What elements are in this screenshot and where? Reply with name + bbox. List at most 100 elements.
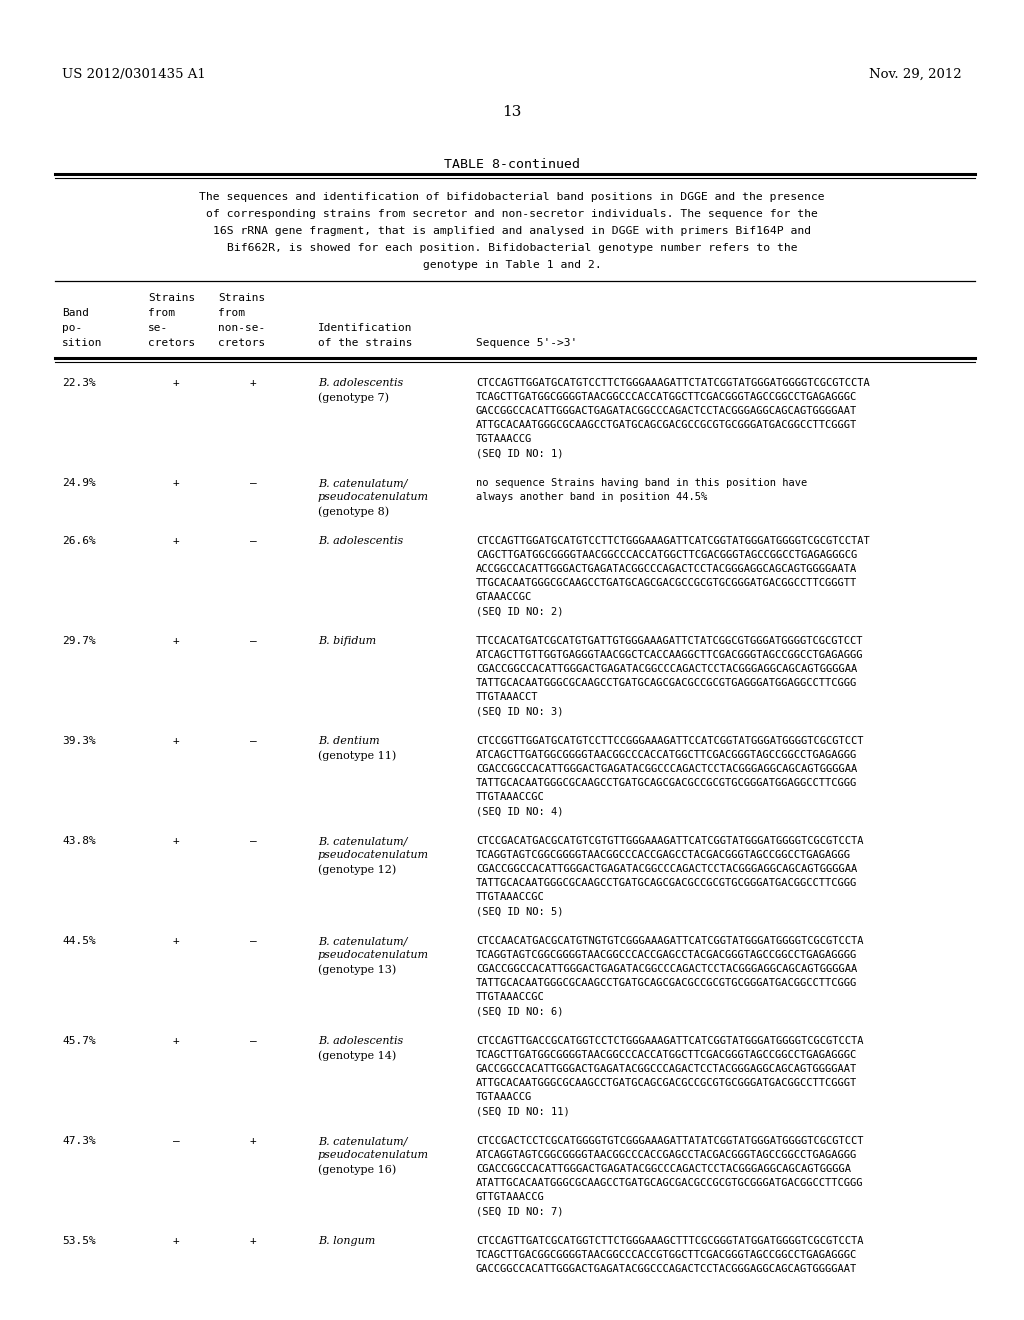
Text: B. longum: B. longum: [318, 1236, 375, 1246]
Text: Strains: Strains: [148, 293, 196, 304]
Text: +: +: [173, 378, 179, 388]
Text: ATCAGGTAGTCGGCGGGGTAACGGCCCACCGAGCCTACGACGGGTAGCCGGCCTGAGAGGG: ATCAGGTAGTCGGCGGGGTAACGGCCCACCGAGCCTACGA…: [476, 1150, 857, 1160]
Text: B. catenulatum/: B. catenulatum/: [318, 1137, 408, 1146]
Text: (SEQ ID NO: 5): (SEQ ID NO: 5): [476, 906, 563, 916]
Text: TATTGCACAATGGGCGCAAGCCTGATGCAGCGACGCCGCGTGCGGGATGGAGGCCTTCGGG: TATTGCACAATGGGCGCAAGCCTGATGCAGCGACGCCGCG…: [476, 777, 857, 788]
Text: (genotype 8): (genotype 8): [318, 506, 389, 516]
Text: (SEQ ID NO: 1): (SEQ ID NO: 1): [476, 447, 563, 458]
Text: cretors: cretors: [218, 338, 265, 348]
Text: CGACCGGCCACATTGGGACTGAGATACGGCCCAGACTCCTACGGGAGGCAGCAGTGGGGAA: CGACCGGCCACATTGGGACTGAGATACGGCCCAGACTCCT…: [476, 664, 857, 675]
Text: Sequence 5'->3': Sequence 5'->3': [476, 338, 578, 348]
Text: 53.5%: 53.5%: [62, 1236, 96, 1246]
Text: ATATTGCACAATGGGCGCAAGCCTGATGCAGCGACGCCGCGTGCGGGATGACGGCCTTCGGG: ATATTGCACAATGGGCGCAAGCCTGATGCAGCGACGCCGC…: [476, 1177, 863, 1188]
Text: –: –: [173, 1137, 179, 1146]
Text: +: +: [173, 836, 179, 846]
Text: (SEQ ID NO: 7): (SEQ ID NO: 7): [476, 1206, 563, 1216]
Text: ATTGCACAATGGGCGCAAGCCTGATGCAGCGACGCCGCGTGCGGGATGACGGCCTTCGGGT: ATTGCACAATGGGCGCAAGCCTGATGCAGCGACGCCGCGT…: [476, 1078, 857, 1088]
Text: 24.9%: 24.9%: [62, 478, 96, 488]
Text: TGTAAACCG: TGTAAACCG: [476, 1092, 532, 1102]
Text: TATTGCACAATGGGCGCAAGCCTGATGCAGCGACGCCGCGTGCGGGATGACGGCCTTCGGG: TATTGCACAATGGGCGCAAGCCTGATGCAGCGACGCCGCG…: [476, 978, 857, 987]
Text: non-se-: non-se-: [218, 323, 265, 333]
Text: pseudocatenulatum: pseudocatenulatum: [318, 492, 429, 502]
Text: Bif662R, is showed for each position. Bifidobacterial genotype number refers to : Bif662R, is showed for each position. Bi…: [226, 243, 798, 253]
Text: (SEQ ID NO: 4): (SEQ ID NO: 4): [476, 807, 563, 816]
Text: B. adolescentis: B. adolescentis: [318, 1036, 403, 1045]
Text: B. adolescentis: B. adolescentis: [318, 536, 403, 546]
Text: (genotype 16): (genotype 16): [318, 1164, 396, 1175]
Text: +: +: [173, 1236, 179, 1246]
Text: no sequence Strains having band in this position have: no sequence Strains having band in this …: [476, 478, 807, 488]
Text: ATTGCACAATGGGCGCAAGCCTGATGCAGCGACGCCGCGTGCGGGATGACGGCCTTCGGGT: ATTGCACAATGGGCGCAAGCCTGATGCAGCGACGCCGCGT…: [476, 420, 857, 430]
Text: CTCCGGTTGGATGCATGTCCTTCCGGGAAAGATTCCATCGGTATGGGATGGGGTCGCGTCCT: CTCCGGTTGGATGCATGTCCTTCCGGGAAAGATTCCATCG…: [476, 737, 863, 746]
Text: (SEQ ID NO: 2): (SEQ ID NO: 2): [476, 606, 563, 616]
Text: –: –: [250, 536, 256, 546]
Text: ATCAGCTTGTTGGTGAGGGTAACGGCTCACCAAGGCTTCGACGGGTAGCCGGCCTGAGAGGG: ATCAGCTTGTTGGTGAGGGTAACGGCTCACCAAGGCTTCG…: [476, 649, 863, 660]
Text: +: +: [173, 1036, 179, 1045]
Text: CTCCAACATGACGCATGTNGTGTCGGGAAAGATTCATCGGTATGGGATGGGGTCGCGTCCTA: CTCCAACATGACGCATGTNGTGTCGGGAAAGATTCATCGG…: [476, 936, 863, 946]
Text: CGACCGGCCACATTGGGACTGAGATACGGCCCAGACTCCTACGGGAGGCAGCAGTGGGGAA: CGACCGGCCACATTGGGACTGAGATACGGCCCAGACTCCT…: [476, 964, 857, 974]
Text: US 2012/0301435 A1: US 2012/0301435 A1: [62, 69, 206, 81]
Text: Band: Band: [62, 308, 89, 318]
Text: (genotype 7): (genotype 7): [318, 392, 389, 403]
Text: TTGCACAATGGGCGCAAGCCTGATGCAGCGACGCCGCGTGCGGGATGACGGCCTTCGGGTT: TTGCACAATGGGCGCAAGCCTGATGCAGCGACGCCGCGTG…: [476, 578, 857, 587]
Text: TCAGGTAGTCGGCGGGGTAACGGCCCACCGAGCCTACGACGGGTAGCCGGCCTGAGAGGGG: TCAGGTAGTCGGCGGGGTAACGGCCCACCGAGCCTACGAC…: [476, 950, 857, 960]
Text: pseudocatenulatum: pseudocatenulatum: [318, 950, 429, 960]
Text: +: +: [173, 737, 179, 746]
Text: CTCCAGTTGGATGCATGTCCTTCTGGGAAAGATTCTATCGGTATGGGATGGGGTCGCGTCCTA: CTCCAGTTGGATGCATGTCCTTCTGGGAAAGATTCTATCG…: [476, 378, 869, 388]
Text: GTTGTAAACCG: GTTGTAAACCG: [476, 1192, 545, 1203]
Text: of corresponding strains from secretor and non-secretor individuals. The sequenc: of corresponding strains from secretor a…: [206, 209, 818, 219]
Text: (SEQ ID NO: 11): (SEQ ID NO: 11): [476, 1106, 569, 1115]
Text: B. bifidum: B. bifidum: [318, 636, 376, 645]
Text: ATCAGCTTGATGGCGGGGTAACGGCCCACCATGGCTTCGACGGGTAGCCGGCCTGAGAGGG: ATCAGCTTGATGGCGGGGTAACGGCCCACCATGGCTTCGA…: [476, 750, 857, 760]
Text: po-: po-: [62, 323, 82, 333]
Text: CTCCAGTTGGATGCATGTCCTTCTGGGAAAGATTCATCGGTATGGGATGGGGTCGCGTCCTAT: CTCCAGTTGGATGCATGTCCTTCTGGGAAAGATTCATCGG…: [476, 536, 869, 546]
Text: TABLE 8-continued: TABLE 8-continued: [444, 158, 580, 172]
Text: CTCCAGTTGACCGCATGGTCCTCTGGGAAAGATTCATCGGTATGGGATGGGGTCGCGTCCTA: CTCCAGTTGACCGCATGGTCCTCTGGGAAAGATTCATCGG…: [476, 1036, 863, 1045]
Text: (genotype 12): (genotype 12): [318, 865, 396, 875]
Text: +: +: [173, 936, 179, 946]
Text: –: –: [250, 936, 256, 946]
Text: TTGTAAACCGC: TTGTAAACCGC: [476, 993, 545, 1002]
Text: 43.8%: 43.8%: [62, 836, 96, 846]
Text: 39.3%: 39.3%: [62, 737, 96, 746]
Text: TCAGGTAGTCGGCGGGGTAACGGCCCACCGAGCCTACGACGGGTAGCCGGCCTGAGAGGG: TCAGGTAGTCGGCGGGGTAACGGCCCACCGAGCCTACGAC…: [476, 850, 851, 861]
Text: always another band in position 44.5%: always another band in position 44.5%: [476, 492, 708, 502]
Text: TCAGCTTGATGGCGGGGTAACGGCCCACCATGGCTTCGACGGGTAGCCGGCCTGAGAGGGC: TCAGCTTGATGGCGGGGTAACGGCCCACCATGGCTTCGAC…: [476, 1049, 857, 1060]
Text: B. catenulatum/: B. catenulatum/: [318, 478, 408, 488]
Text: TATTGCACAATGGGCGCAAGCCTGATGCAGCGACGCCGCGTGCGGGATGACGGCCTTCGGG: TATTGCACAATGGGCGCAAGCCTGATGCAGCGACGCCGCG…: [476, 878, 857, 888]
Text: 45.7%: 45.7%: [62, 1036, 96, 1045]
Text: –: –: [250, 478, 256, 488]
Text: CTCCGACATGACGCATGTCGTGTTGGGAAAGATTCATCGGTATGGGATGGGGTCGCGTCCTA: CTCCGACATGACGCATGTCGTGTTGGGAAAGATTCATCGG…: [476, 836, 863, 846]
Text: +: +: [173, 536, 179, 546]
Text: B. dentium: B. dentium: [318, 737, 380, 746]
Text: 29.7%: 29.7%: [62, 636, 96, 645]
Text: +: +: [250, 1236, 256, 1246]
Text: (genotype 11): (genotype 11): [318, 750, 396, 760]
Text: genotype in Table 1 and 2.: genotype in Table 1 and 2.: [423, 260, 601, 271]
Text: GACCGGCCACATTGGGACTGAGATACGGCCCAGACTCCTACGGGAGGCAGCAGTGGGGAAT: GACCGGCCACATTGGGACTGAGATACGGCCCAGACTCCTA…: [476, 1265, 857, 1274]
Text: from: from: [148, 308, 175, 318]
Text: ACCGGCCACATTGGGACTGAGATACGGCCCAGACTCCTACGGGAGGCAGCAGTGGGGAATA: ACCGGCCACATTGGGACTGAGATACGGCCCAGACTCCTAC…: [476, 564, 857, 574]
Text: cretors: cretors: [148, 338, 196, 348]
Text: CAGCTTGATGGCGGGGTAACGGCCCACCATGGCTTCGACGGGTAGCCGGCCTGAGAGGGCG: CAGCTTGATGGCGGGGTAACGGCCCACCATGGCTTCGACG…: [476, 550, 857, 560]
Text: –: –: [250, 1036, 256, 1045]
Text: CTCCGACTCCTCGCATGGGGTGTCGGGAAAGATTATATCGGTATGGGATGGGGTCGCGTCCT: CTCCGACTCCTCGCATGGGGTGTCGGGAAAGATTATATCG…: [476, 1137, 863, 1146]
Text: GTAAACCGC: GTAAACCGC: [476, 591, 532, 602]
Text: pseudocatenulatum: pseudocatenulatum: [318, 1150, 429, 1160]
Text: Nov. 29, 2012: Nov. 29, 2012: [869, 69, 962, 81]
Text: GACCGGCCACATTGGGACTGAGATACGGCCCAGACTCCTACGGGAGGCAGCAGTGGGGAAT: GACCGGCCACATTGGGACTGAGATACGGCCCAGACTCCTA…: [476, 1064, 857, 1074]
Text: –: –: [250, 737, 256, 746]
Text: CGACCGGCCACATTGGGACTGAGATACGGCCCAGACTCCTACGGGAGGCAGCAGTGGGGAA: CGACCGGCCACATTGGGACTGAGATACGGCCCAGACTCCT…: [476, 764, 857, 774]
Text: CGACCGGCCACATTGGGACTGAGATACGGCCCAGACTCCTACGGGAGGCAGCAGTGGGGA: CGACCGGCCACATTGGGACTGAGATACGGCCCAGACTCCT…: [476, 1164, 851, 1173]
Text: GACCGGCCACATTGGGACTGAGATACGGCCCAGACTCCTACGGGAGGCAGCAGTGGGGAAT: GACCGGCCACATTGGGACTGAGATACGGCCCAGACTCCTA…: [476, 407, 857, 416]
Text: se-: se-: [148, 323, 168, 333]
Text: TTGTAAACCGC: TTGTAAACCGC: [476, 892, 545, 902]
Text: pseudocatenulatum: pseudocatenulatum: [318, 850, 429, 861]
Text: B. catenulatum/: B. catenulatum/: [318, 936, 408, 946]
Text: +: +: [173, 478, 179, 488]
Text: 16S rRNA gene fragment, that is amplified and analysed in DGGE with primers Bif1: 16S rRNA gene fragment, that is amplifie…: [213, 226, 811, 236]
Text: The sequences and identification of bifidobacterial band positions in DGGE and t: The sequences and identification of bifi…: [200, 191, 824, 202]
Text: CGACCGGCCACATTGGGACTGAGATACGGCCCAGACTCCTACGGGAGGCAGCAGTGGGGAA: CGACCGGCCACATTGGGACTGAGATACGGCCCAGACTCCT…: [476, 865, 857, 874]
Text: TATTGCACAATGGGCGCAAGCCTGATGCAGCGACGCCGCGTGAGGGATGGAGGCCTTCGGG: TATTGCACAATGGGCGCAAGCCTGATGCAGCGACGCCGCG…: [476, 678, 857, 688]
Text: +: +: [173, 636, 179, 645]
